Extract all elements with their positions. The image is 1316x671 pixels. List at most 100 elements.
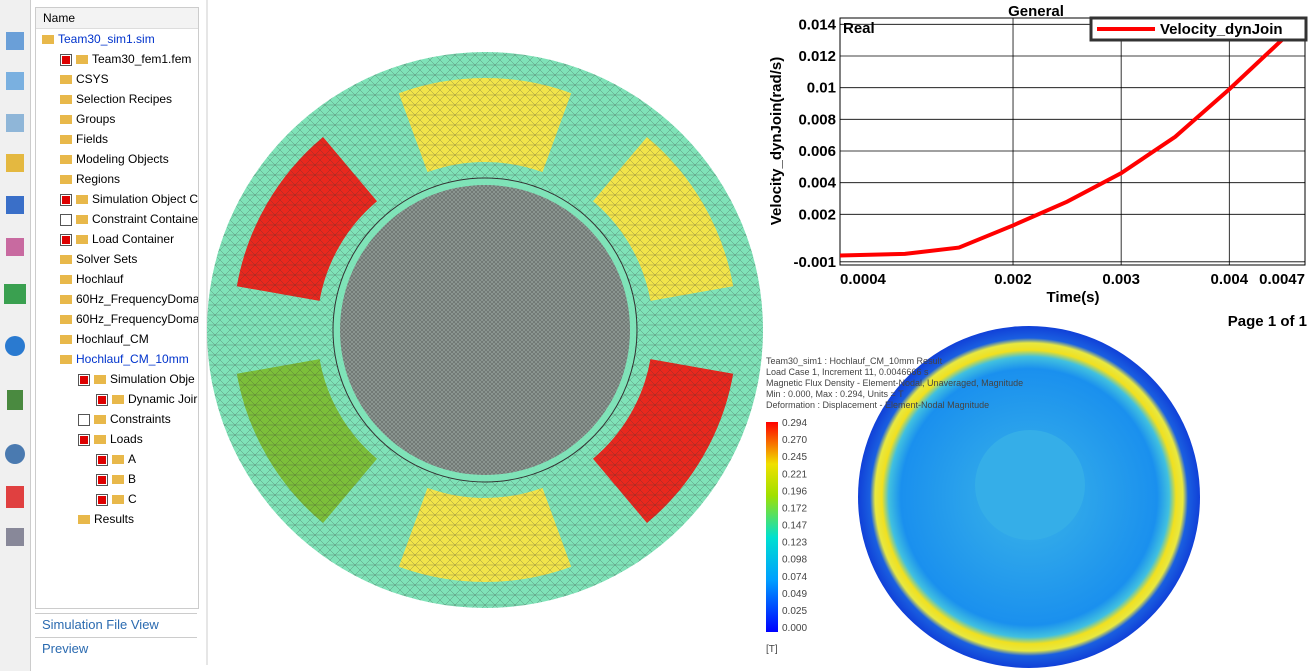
chart-title: General	[1008, 3, 1064, 20]
y-tick-label: 0.004	[798, 175, 836, 192]
tree-label[interactable]: Results	[94, 512, 135, 526]
tree-label[interactable]: Modeling Objects	[76, 152, 169, 166]
tree-item[interactable]: Hochlauf	[36, 269, 198, 289]
toolbar	[0, 0, 31, 671]
plot-frame	[839, 17, 1306, 266]
tree-item[interactable]: 60Hz_FrequencyDomai	[36, 289, 198, 309]
tree-item[interactable]: Solver Sets	[36, 249, 198, 269]
y-tick-label: -0.001	[793, 254, 836, 271]
tree-item[interactable]: B	[36, 469, 198, 489]
legend-value: 0.074	[782, 572, 807, 583]
tree-item[interactable]: Constraint Containe	[36, 209, 198, 229]
x-tick-label: 0.0004	[840, 271, 887, 288]
tree-label[interactable]: Hochlauf_CM_10mm	[76, 352, 189, 366]
tree-item[interactable]: CSYS	[36, 69, 198, 89]
y-tick-label: 0.012	[798, 48, 836, 65]
x-tick-label: 0.0047	[1259, 271, 1305, 288]
legend-value: 0.147	[782, 521, 807, 532]
tree-item[interactable]: Selection Recipes	[36, 89, 198, 109]
tree-item[interactable]: Modeling Objects	[36, 149, 198, 169]
tree-label[interactable]: Selection Recipes	[76, 92, 173, 106]
tree-label[interactable]: 60Hz_FrequencyDomai	[76, 292, 198, 306]
tree-item[interactable]: Team30_sim1.sim	[36, 29, 198, 49]
legend-value: 0.049	[782, 589, 807, 600]
tree-item[interactable]: Load Container	[36, 229, 198, 249]
tree-label[interactable]: A	[128, 452, 137, 466]
tree-item[interactable]: Constraints	[36, 409, 198, 429]
tree-label[interactable]: 60Hz_FrequencyDomai	[76, 312, 198, 326]
result-header: Magnetic Flux Density - Element-Nodal, U…	[766, 378, 1023, 388]
y-axis-label: Velocity_dynJoin(rad/s)	[768, 57, 785, 225]
tree-item[interactable]: C	[36, 489, 198, 509]
tree-label[interactable]: Fields	[76, 132, 109, 146]
tree-item[interactable]: Results	[36, 509, 198, 529]
magnet-mesh	[398, 487, 572, 582]
legend-value: 0.221	[782, 469, 807, 480]
legend-value: 0.294	[782, 418, 807, 429]
annotation: Real	[843, 20, 875, 37]
tree-item[interactable]: Loads	[36, 429, 198, 449]
tree-label[interactable]: Groups	[76, 112, 116, 126]
result-header: Team30_sim1 : Hochlauf_CM_10mm Result	[766, 356, 943, 366]
legend-box	[1089, 16, 1308, 42]
tree-label[interactable]: Regions	[76, 172, 121, 186]
tree-item[interactable]: Regions	[36, 169, 198, 189]
tree-label[interactable]: Team30_fem1.fem	[92, 52, 192, 66]
tree-label[interactable]: Loads	[110, 432, 143, 446]
magnet-mesh	[236, 136, 378, 301]
tree-label[interactable]: C	[128, 492, 137, 506]
y-tick-label: 0.006	[798, 143, 836, 160]
data-line	[840, 18, 1305, 258]
legend-value: 0.025	[782, 606, 807, 617]
page-label: Page 1 of 1	[1228, 313, 1307, 330]
legend-value: 0.245	[782, 452, 807, 463]
tree-label[interactable]: Load Container	[92, 232, 175, 246]
y-tick-label: 0.01	[807, 80, 836, 97]
tree-item[interactable]: Simulation Obje	[36, 369, 198, 389]
y-tick-label: 0.014	[798, 16, 836, 33]
tree-label[interactable]: Constraint Containe	[92, 212, 198, 226]
magnet-mesh	[236, 359, 378, 524]
tree-item[interactable]: Hochlauf_CM_10mm	[36, 349, 198, 369]
y-tick-label: 0.008	[798, 111, 836, 128]
legend-value: 0.172	[782, 503, 807, 514]
magnet-mesh	[592, 359, 734, 524]
mesh-model	[207, 52, 763, 608]
y-tick-label: 0.002	[798, 206, 836, 223]
unit-label: [T]	[766, 644, 778, 655]
result-header: Deformation : Displacement - Element-Nod…	[766, 400, 989, 410]
legend-value: 0.098	[782, 555, 807, 566]
tree-item[interactable]: Hochlauf_CM	[36, 329, 198, 349]
tree-item[interactable]: 60Hz_FrequencyDomai	[36, 309, 198, 329]
panel-tab[interactable]: Preview	[35, 637, 197, 659]
tree-item[interactable]: Fields	[36, 129, 198, 149]
column-header: Name	[36, 8, 198, 29]
tree-item[interactable]: Team30_fem1.fem	[36, 49, 198, 69]
x-tick-label: 0.004	[1211, 271, 1249, 288]
tree-label[interactable]: Team30_sim1.sim	[58, 32, 155, 46]
color-bar	[766, 422, 778, 632]
tree-item[interactable]: A	[36, 449, 198, 469]
legend-value: 0.123	[782, 538, 807, 549]
tree-label[interactable]: B	[128, 472, 137, 486]
tree-label[interactable]: Constraints	[110, 412, 171, 426]
x-tick-label: 0.002	[994, 271, 1032, 288]
tree-label[interactable]: Hochlauf	[76, 272, 124, 286]
tree-label[interactable]: Simulation Obje	[110, 372, 195, 386]
tree-label[interactable]: Solver Sets	[76, 252, 138, 266]
tree-label[interactable]: Dynamic Joir	[128, 392, 198, 406]
tree-label[interactable]: CSYS	[76, 72, 109, 86]
tree-item[interactable]: Dynamic Joir	[36, 389, 198, 409]
tree-item[interactable]: Groups	[36, 109, 198, 129]
panel-tab[interactable]: Simulation File View	[35, 613, 197, 635]
legend-value: 0.270	[782, 435, 807, 446]
contour-rotor	[975, 430, 1085, 540]
x-axis-label: Time(s)	[1046, 289, 1099, 306]
tree-panel: Name Team30_sim1.sim Team30_fem1.fem CSYS S…	[35, 7, 199, 609]
legend-label: Velocity_dynJoin	[1160, 21, 1283, 38]
tree-label[interactable]: Hochlauf_CM	[76, 332, 149, 346]
tree-item[interactable]: Simulation Object C	[36, 189, 198, 209]
tree-label[interactable]: Simulation Object C	[92, 192, 198, 206]
